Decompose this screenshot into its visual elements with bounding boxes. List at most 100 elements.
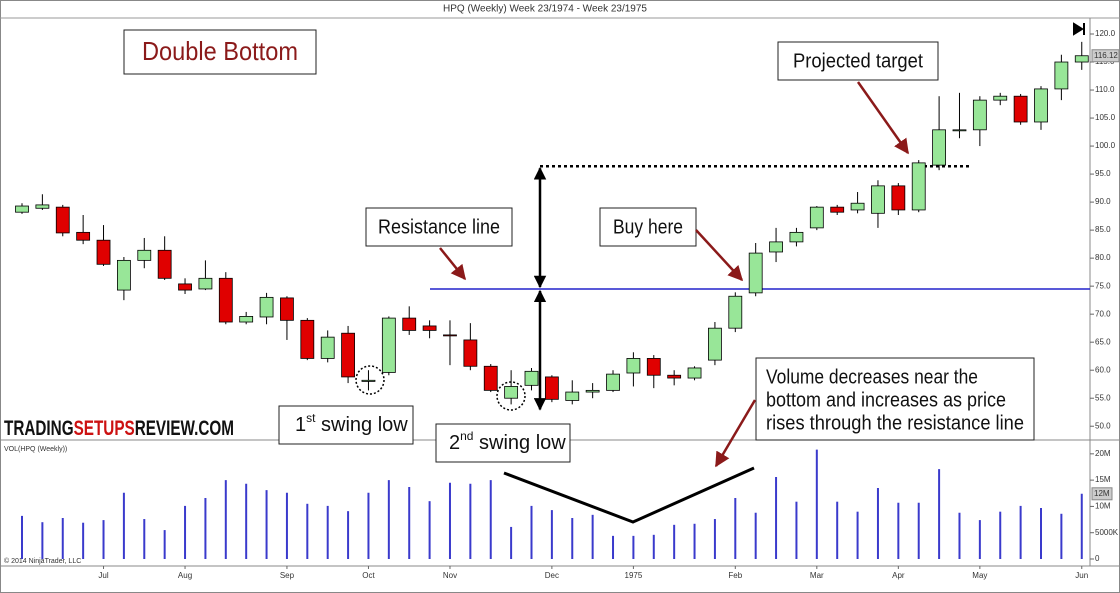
second-low-box [435, 423, 571, 463]
watermark: TRADINGSETUPSREVIEW.COM [4, 417, 234, 440]
x-tick-label: Apr [892, 571, 905, 580]
arrow [439, 247, 466, 281]
volume-note-line: bottom and increases as price [766, 389, 1006, 411]
x-tick-label: Dec [545, 571, 559, 580]
heading-box [123, 29, 317, 75]
candle-body [972, 99, 987, 131]
buy-box [599, 207, 697, 247]
candle-body [1054, 61, 1069, 90]
x-tick-label: Oct [362, 571, 375, 580]
y-tick-label: 50.0 [1095, 421, 1111, 430]
low-circle [496, 381, 526, 411]
label-rest: swing low [473, 432, 566, 454]
watermark-part: SETUPS [74, 417, 135, 440]
target-label: Projected target [793, 50, 923, 72]
chart-title: HPQ (Weekly) Week 23/1974 - Week 23/1975 [443, 4, 647, 15]
first-low-box [278, 405, 414, 445]
y-tick-label: 110.0 [1095, 85, 1115, 94]
ordinal: 2 [449, 432, 460, 454]
ordinal: 1 [295, 414, 306, 436]
candle-body [361, 379, 376, 382]
candle-body [117, 259, 131, 291]
y-tick-label: 0 [1095, 554, 1100, 563]
last-price-label: 116.12 [1094, 51, 1118, 60]
resistance-box [365, 207, 513, 247]
candle-body [728, 295, 743, 329]
volume-note-line: Volume decreases near the [766, 366, 978, 388]
candle-body [35, 204, 50, 209]
watermark-part: TRADING [4, 417, 74, 440]
candle-body [198, 277, 213, 290]
candle-body [626, 358, 641, 374]
volume-title: VOL(HPQ (Weekly)) [4, 446, 67, 453]
candle-body [463, 339, 478, 367]
x-tick-label: Jun [1075, 571, 1088, 580]
first-low-label: 1st swing low [295, 411, 408, 436]
y-tick-label: 65.0 [1095, 337, 1111, 346]
candle-body [341, 332, 355, 378]
candle-body [891, 185, 906, 211]
y-tick-label: 90.0 [1095, 197, 1111, 206]
watermark-part: REVIEW.COM [135, 417, 234, 440]
arrow [714, 399, 757, 468]
y-tick-label: 75.0 [1095, 281, 1111, 290]
ordinal-suffix: st [306, 411, 316, 425]
heading: Double Bottom [142, 36, 298, 66]
candle-body [524, 370, 539, 386]
candle-body [667, 374, 682, 379]
candle-body [422, 325, 437, 331]
candle-body [76, 231, 91, 241]
x-tick-label: Nov [443, 571, 457, 580]
x-tick-label: Mar [810, 571, 824, 580]
candle-body [646, 358, 661, 376]
candle-body [239, 316, 254, 323]
candle-body [55, 206, 70, 234]
candle-body [809, 206, 824, 229]
candle-body [932, 129, 946, 166]
volume-note-box [755, 357, 1035, 441]
x-tick-label: May [972, 571, 987, 580]
candle-body [871, 185, 885, 214]
candle-body [1074, 55, 1089, 63]
y-tick-label: 100.0 [1095, 141, 1116, 150]
y-tick-label: 95.0 [1095, 169, 1111, 178]
resistance-label: Resistance line [378, 216, 500, 238]
candle-body [300, 319, 315, 359]
candle-body [769, 241, 783, 253]
candle-body [320, 336, 335, 359]
candle-body [443, 334, 457, 337]
candle-body [544, 376, 559, 400]
target-box [777, 41, 939, 81]
candle-body [381, 317, 396, 373]
x-tick-label: Sep [280, 571, 295, 580]
candle-body [402, 317, 417, 331]
candle-body [96, 239, 111, 265]
y-tick-label: 105.0 [1095, 113, 1116, 122]
last-volume-label: 12M [1094, 489, 1110, 498]
second-low-label: 2nd swing low [449, 429, 566, 454]
candle-body [280, 297, 294, 321]
candle-body [585, 389, 600, 393]
candle-body [748, 252, 763, 294]
candle-body [850, 202, 865, 211]
arrow [856, 81, 910, 155]
ordinal-suffix: nd [460, 429, 473, 443]
plot: 120.0115.0110.0105.0100.095.090.085.080.… [15, 29, 1120, 580]
arrow [695, 229, 744, 282]
y-tick-label: 60.0 [1095, 365, 1111, 374]
scroll-end-icon[interactable] [1073, 22, 1085, 36]
candle-body [15, 205, 29, 213]
candle-body [1034, 88, 1048, 123]
candle-body [483, 365, 498, 391]
last-volume-box [1091, 487, 1113, 501]
buy-label: Buy here [613, 216, 683, 238]
y-tick-label: 80.0 [1095, 253, 1111, 262]
x-tick-label: 1975 [625, 571, 643, 580]
y-tick-label: 85.0 [1095, 225, 1111, 234]
candle-body [565, 391, 580, 401]
candle-body [504, 386, 519, 399]
candle-body [687, 367, 702, 379]
last-price-box [1091, 49, 1120, 63]
low-circle [355, 365, 385, 395]
